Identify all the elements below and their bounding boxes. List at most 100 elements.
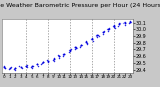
Point	[129, 21, 131, 23]
Point	[76, 47, 78, 48]
Point	[13, 67, 16, 68]
Point	[108, 27, 110, 29]
Point	[75, 46, 77, 48]
Point	[47, 62, 49, 63]
Point	[128, 23, 130, 24]
Point	[118, 23, 120, 24]
Point	[86, 43, 88, 45]
Point	[13, 68, 15, 70]
Point	[9, 66, 12, 68]
Point	[123, 21, 125, 23]
Point	[118, 23, 121, 24]
Point	[40, 63, 43, 64]
Point	[95, 34, 97, 35]
Point	[69, 50, 71, 52]
Point	[70, 49, 72, 50]
Point	[91, 38, 93, 39]
Point	[80, 45, 82, 46]
Point	[96, 37, 98, 38]
Point	[63, 54, 66, 55]
Point	[75, 47, 77, 49]
Point	[4, 68, 6, 69]
Point	[86, 42, 89, 43]
Point	[7, 68, 10, 70]
Point	[14, 69, 17, 70]
Point	[74, 47, 77, 48]
Point	[107, 30, 110, 31]
Point	[74, 49, 77, 50]
Point	[57, 56, 60, 57]
Point	[58, 55, 60, 56]
Point	[97, 34, 99, 35]
Point	[53, 60, 56, 62]
Point	[8, 67, 11, 68]
Point	[26, 66, 28, 68]
Point	[62, 54, 64, 55]
Point	[80, 44, 82, 46]
Point	[117, 25, 120, 27]
Point	[90, 38, 92, 40]
Point	[96, 35, 99, 36]
Point	[103, 32, 105, 33]
Point	[3, 66, 6, 68]
Point	[25, 65, 28, 66]
Point	[69, 50, 71, 52]
Point	[52, 59, 54, 60]
Point	[41, 62, 44, 63]
Point	[117, 23, 120, 24]
Point	[52, 58, 55, 60]
Point	[69, 49, 71, 51]
Text: Milwaukee Weather Barometric Pressure per Hour (24 Hours): Milwaukee Weather Barometric Pressure pe…	[0, 3, 160, 8]
Point	[106, 28, 109, 30]
Point	[124, 24, 127, 25]
Point	[91, 37, 94, 39]
Point	[107, 28, 109, 29]
Point	[112, 26, 114, 27]
Point	[30, 66, 33, 67]
Point	[62, 54, 65, 55]
Point	[118, 23, 120, 25]
Point	[30, 66, 33, 68]
Point	[113, 27, 116, 29]
Point	[68, 49, 70, 50]
Point	[85, 41, 88, 43]
Point	[36, 64, 38, 65]
Point	[107, 28, 110, 30]
Point	[85, 41, 87, 42]
Point	[26, 64, 28, 66]
Point	[67, 52, 70, 53]
Point	[108, 29, 110, 30]
Point	[123, 21, 126, 23]
Point	[101, 31, 104, 33]
Point	[40, 62, 43, 64]
Point	[18, 66, 21, 67]
Point	[62, 53, 65, 54]
Point	[86, 42, 88, 43]
Point	[81, 44, 84, 46]
Point	[102, 33, 104, 35]
Point	[36, 63, 39, 64]
Point	[20, 66, 22, 68]
Point	[47, 60, 49, 62]
Point	[130, 21, 132, 23]
Point	[25, 66, 27, 67]
Point	[14, 68, 16, 69]
Point	[94, 35, 97, 36]
Point	[3, 66, 6, 67]
Point	[53, 58, 56, 59]
Point	[79, 45, 82, 47]
Point	[79, 47, 81, 48]
Point	[46, 60, 49, 61]
Point	[92, 40, 94, 41]
Point	[122, 22, 125, 23]
Point	[102, 31, 105, 32]
Point	[21, 68, 23, 69]
Point	[75, 47, 78, 48]
Point	[112, 25, 115, 26]
Point	[112, 26, 114, 27]
Point	[32, 65, 34, 66]
Point	[112, 25, 115, 27]
Point	[101, 31, 104, 33]
Point	[4, 67, 7, 68]
Point	[42, 61, 45, 62]
